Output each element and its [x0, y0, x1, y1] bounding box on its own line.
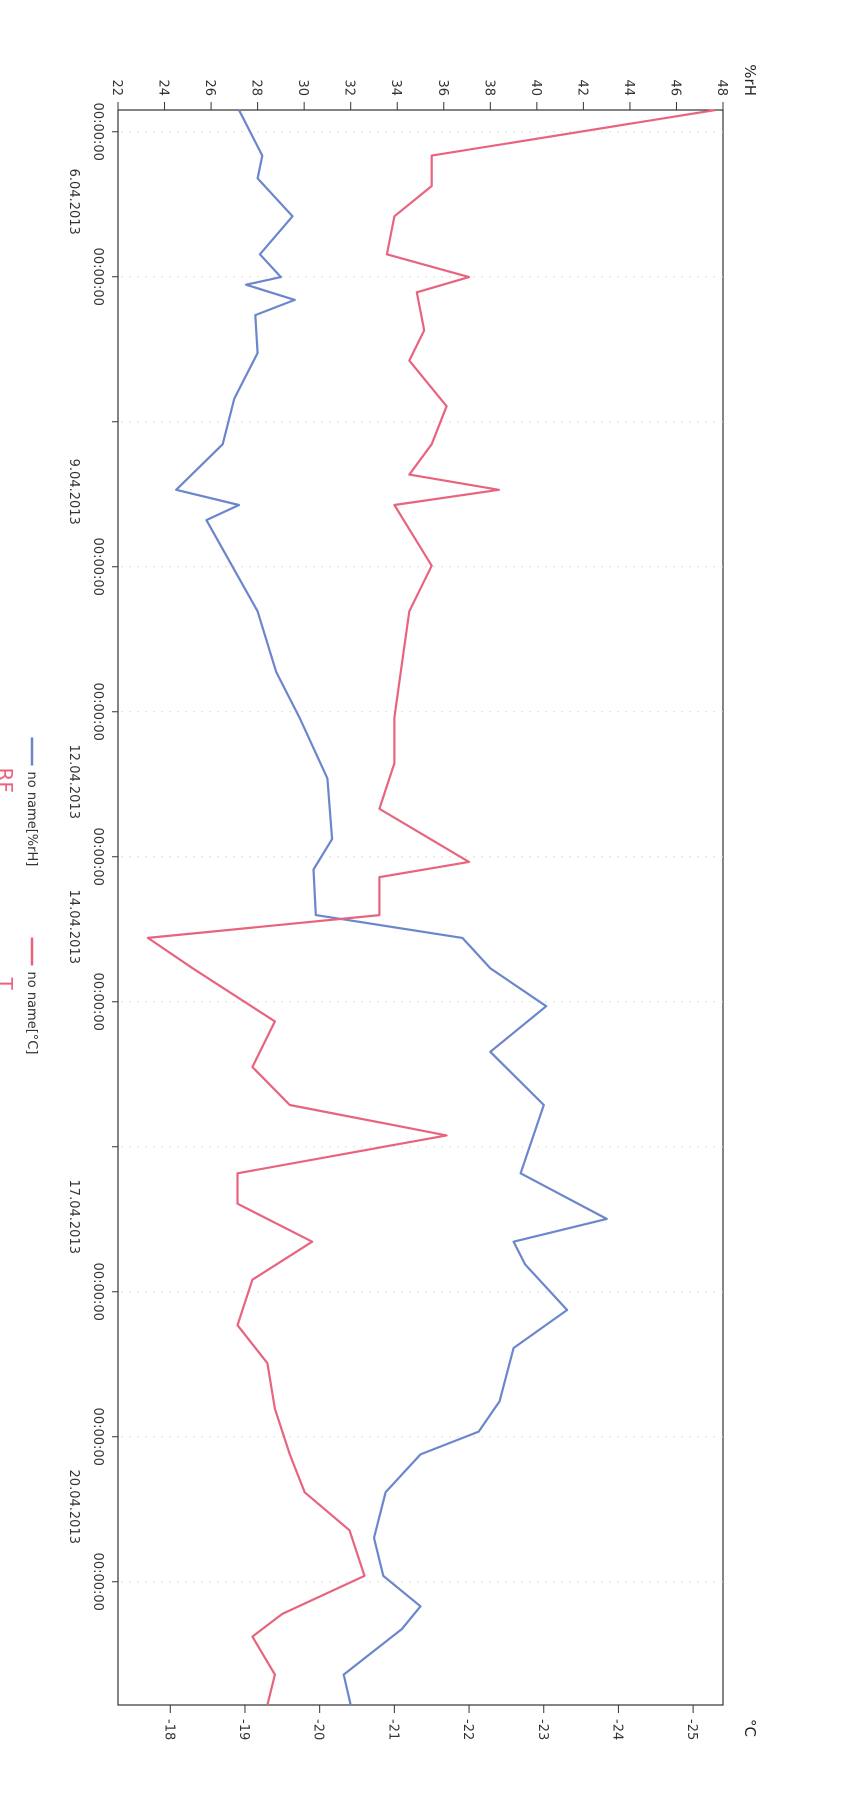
time-tick-label: 00:00:00	[90, 1553, 105, 1611]
date-tick-label: 20.04.2013	[66, 1470, 81, 1544]
temp-axis-tick-label: -19	[236, 1719, 251, 1740]
time-tick-label: 00:00:00	[90, 828, 105, 886]
plot-frame	[117, 109, 724, 1706]
time-axis: 00:00:00 6.04.2013 00:00:00 9.04.2013 00:00:…	[66, 103, 118, 1611]
rh-axis-tick-label: 42	[574, 79, 589, 96]
rh-axis-tick-label: 44	[621, 79, 636, 96]
rh-axis-tick-label: 46	[667, 79, 682, 96]
legend-label: no name[%rH]	[24, 772, 39, 867]
rotated-plot-group: 00:00:00 6.04.2013 00:00:00 9.04.2013 00:00:…	[0, 64, 759, 1740]
date-tick-label: 9.04.2013	[66, 459, 81, 525]
temp-axis-tick-label: -22	[460, 1719, 475, 1740]
time-tick-label: 00:00:00	[90, 103, 105, 161]
time-tick-label: 00:00:00	[90, 1408, 105, 1466]
time-tick-label: 00:00:00	[90, 248, 105, 306]
rh-axis-tick-label: 28	[249, 79, 264, 96]
temp-axis: -18 -19 -20 -21 -22 -23 -24 -25 °C	[161, 1705, 759, 1740]
series-lines	[146, 108, 716, 1706]
series-line-temp	[146, 108, 716, 1706]
temp-axis-tick-label: -21	[385, 1719, 400, 1740]
temp-axis-tick-label: -23	[535, 1719, 550, 1740]
legend-label: no name[°C]	[24, 972, 39, 1055]
rh-axis-unit: %rH	[741, 64, 759, 96]
time-tick-label: 00:00:00	[90, 538, 105, 596]
rh-axis-tick-label: 32	[342, 79, 357, 96]
time-tick-label: 00:00:00	[90, 973, 105, 1031]
temp-axis-tick-label: -24	[609, 1719, 624, 1740]
temp-axis-tick-label: -20	[311, 1719, 326, 1740]
temp-axis-tick-label: -25	[684, 1719, 699, 1740]
rh-axis-tick-label: 34	[388, 79, 403, 96]
date-tick-label: 6.04.2013	[66, 169, 81, 235]
date-tick-label: 17.04.2013	[66, 1180, 81, 1254]
temp-axis-tick-label: -18	[161, 1719, 176, 1740]
rh-axis-tick-label: 26	[202, 79, 217, 96]
grid	[118, 131, 723, 1583]
rh-axis-tick-label: 36	[435, 79, 450, 96]
legend: no name[%rH] no name[°C] RF T	[0, 737, 39, 1055]
time-tick-label: 00:00:00	[90, 683, 105, 741]
rh-axis-tick-label: 30	[295, 79, 310, 96]
date-tick-label: 14.04.2013	[66, 890, 81, 964]
t-tag: T	[0, 977, 17, 991]
time-tick-label: 00:00:00	[90, 1263, 105, 1321]
rh-axis-tick-label: 22	[109, 79, 124, 96]
rh-axis: 22 24 26 28 30 32 34 36 38 40 42 44 46 48 %rH	[109, 64, 759, 110]
rh-axis-tick-label: 24	[156, 79, 171, 96]
temp-axis-unit: °C	[741, 1719, 759, 1737]
rh-axis-tick-label: 48	[714, 79, 729, 96]
series-line-rh	[175, 109, 608, 1706]
rh-axis-tick-label: 38	[481, 79, 496, 96]
rh-axis-tick-label: 40	[528, 79, 543, 96]
date-tick-label: 12.04.2013	[66, 745, 81, 819]
rf-tag: RF	[0, 768, 17, 793]
